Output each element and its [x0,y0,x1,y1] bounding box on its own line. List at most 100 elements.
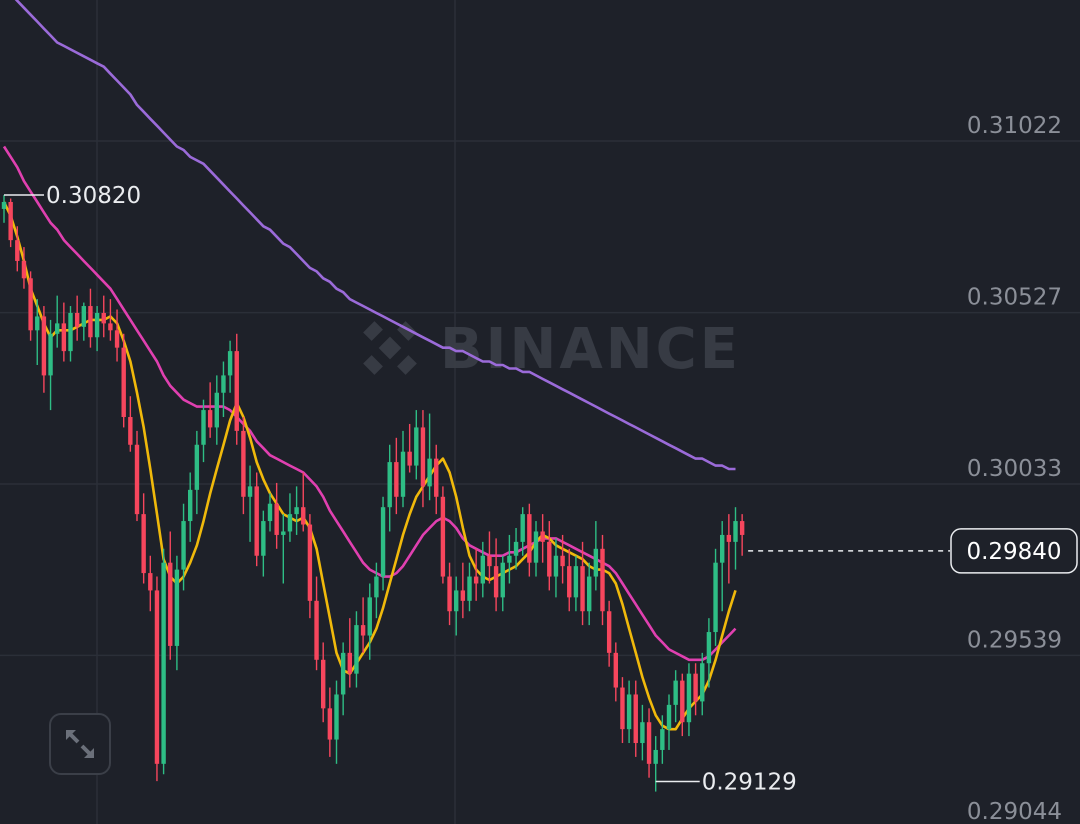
y-tick-label: 0.30033 [967,456,1062,482]
candle [334,680,339,764]
candle-body [241,430,246,497]
candle-body [653,749,658,764]
candle [194,430,200,515]
candle [547,521,552,591]
candle [101,295,106,338]
candle-body [527,514,532,563]
low-marker: 0.29129 [655,770,797,796]
candle [706,618,712,688]
candle-body [680,680,685,723]
candle [560,534,565,584]
candle [35,299,40,365]
candle [201,399,206,463]
fullscreen-button[interactable] [49,713,111,775]
candle [567,548,572,612]
candle-body [600,548,605,612]
candle-body [201,410,206,445]
candle [573,555,579,612]
candle-body [620,687,625,730]
candle-body [340,652,346,695]
candle-body [693,673,698,702]
candle-body [473,576,479,584]
candle [500,555,505,612]
candle [620,677,625,744]
candle [61,302,67,362]
candle-body [606,611,612,653]
candle-body [354,625,359,674]
candle-body [420,427,426,487]
candle-body [121,347,126,418]
candle [434,444,439,515]
candle-body [74,312,80,327]
candle [21,247,27,289]
candle [513,527,519,570]
candle-body [307,524,313,601]
candle-body [334,694,339,740]
candle-body [580,566,585,612]
candle-body [673,680,678,705]
candle [55,295,60,348]
candle-body [560,555,565,567]
candle [360,597,366,653]
candle [227,340,233,393]
candle-body [553,555,559,577]
candle [41,306,47,393]
candle-body [380,507,386,577]
candle [680,673,685,737]
candle [274,482,279,549]
candle-body [321,659,326,709]
candle [454,576,459,636]
candle [473,548,479,601]
y-tick-label: 0.31022 [967,113,1062,139]
candle-body [646,722,652,764]
candle-body [61,323,67,352]
candle [121,333,126,428]
candle [493,538,499,612]
candle-body [128,417,133,445]
candle-body [660,729,665,750]
candle-body [88,306,93,338]
candle-body [573,566,579,598]
candle-body [626,694,632,730]
candle-body [547,541,552,577]
candle [660,715,665,764]
candle [480,541,485,598]
y-axis-ticks: 0.31022 0.30527 0.30033 0.29539 0.29044 [967,113,1062,824]
candle-body [81,306,86,327]
candle-body [540,531,545,542]
candle-body [267,503,273,522]
candle-body [287,514,293,532]
candle-body [194,444,200,490]
candle-body [161,562,166,764]
candle-body [507,555,512,563]
candle [207,382,213,438]
candle-body [500,562,505,598]
candle-body [633,694,638,744]
candle-body [261,521,266,556]
candle [241,417,246,515]
candle [739,514,745,556]
candle [587,562,592,626]
candle-body [613,652,618,688]
candle-body [168,562,173,646]
candle-body [234,351,239,431]
binance-watermark: BINANCE [363,317,741,382]
candle-body [739,521,745,535]
candle [626,680,632,744]
candle-body [367,597,372,636]
candle-body [41,316,47,376]
candle [81,302,86,341]
candle [394,437,399,515]
high-marker-label: 0.30820 [46,183,141,209]
candle [367,583,372,660]
candle [467,562,472,612]
candle-body [94,312,100,338]
candle [327,687,333,757]
watermark-text: BINANCE [440,317,741,382]
candle [693,663,698,716]
candle [181,503,186,591]
candle-body [454,590,459,612]
candle-body [593,548,599,577]
candle-body [487,555,492,567]
